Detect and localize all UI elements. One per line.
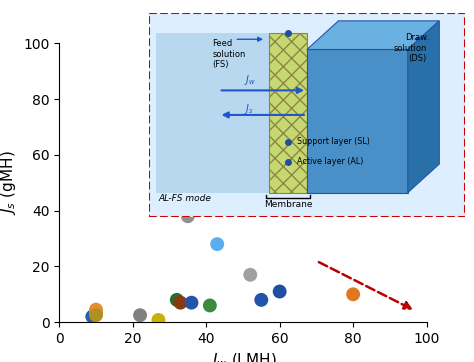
Point: [92, 310, 100, 315]
Point: [246, 272, 254, 278]
Polygon shape: [307, 50, 408, 193]
Polygon shape: [155, 33, 269, 193]
Polygon shape: [307, 21, 439, 50]
Point: [257, 297, 265, 303]
Text: Feed
solution
(FS): Feed solution (FS): [212, 39, 246, 69]
Point: [173, 297, 181, 303]
Point: [137, 312, 144, 318]
X-axis label: $J_w$ (LMH): $J_w$ (LMH): [210, 352, 276, 362]
Point: [188, 300, 195, 306]
Polygon shape: [408, 21, 439, 193]
Text: Active layer (AL): Active layer (AL): [298, 157, 364, 167]
Point: [184, 213, 191, 219]
Point: [213, 241, 221, 247]
Point: [276, 289, 283, 294]
Text: AL-FS mode: AL-FS mode: [159, 194, 212, 203]
Point: [177, 300, 184, 306]
Point: [155, 317, 162, 323]
Text: $J_s$: $J_s$: [244, 102, 254, 116]
Polygon shape: [269, 33, 307, 193]
Point: [89, 314, 96, 320]
Text: $J_w$: $J_w$: [244, 73, 256, 87]
Point: [92, 312, 100, 318]
Point: [92, 307, 100, 312]
Point: [349, 291, 357, 297]
Text: Membrane: Membrane: [264, 200, 312, 209]
Y-axis label: $J_s$ (gMH): $J_s$ (gMH): [0, 151, 18, 215]
Text: Draw
solution
(DS): Draw solution (DS): [393, 33, 427, 63]
Point: [206, 303, 214, 308]
Text: Support layer (SL): Support layer (SL): [298, 137, 370, 146]
